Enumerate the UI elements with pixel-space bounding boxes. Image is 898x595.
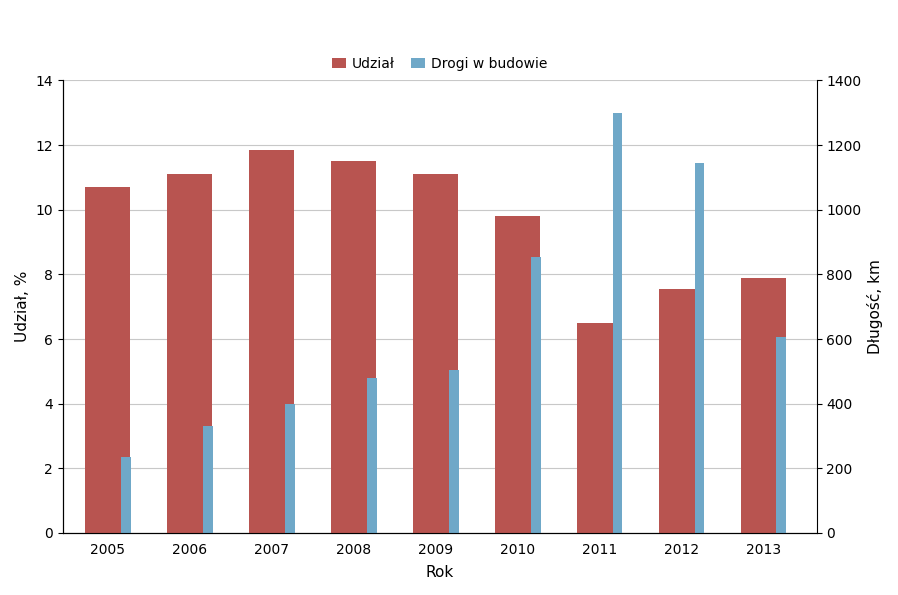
Bar <box>449 369 459 533</box>
Bar <box>250 150 295 533</box>
Bar <box>203 426 213 533</box>
Bar <box>659 289 704 533</box>
Bar <box>413 174 458 533</box>
Bar <box>577 323 622 533</box>
Bar <box>167 174 213 533</box>
Bar <box>777 337 787 533</box>
Bar <box>121 457 131 533</box>
Y-axis label: Udział, %: Udział, % <box>15 271 30 342</box>
Legend: Udział, Drogi w budowie: Udział, Drogi w budowie <box>327 51 552 76</box>
X-axis label: Rok: Rok <box>426 565 453 580</box>
Bar <box>367 378 376 533</box>
Bar <box>694 163 704 533</box>
Bar <box>741 278 786 533</box>
Bar <box>285 403 295 533</box>
Bar <box>495 216 540 533</box>
Bar <box>85 187 130 533</box>
Bar <box>531 256 541 533</box>
Bar <box>612 112 622 533</box>
Y-axis label: Długość, km: Długość, km <box>867 259 883 354</box>
Bar <box>331 161 376 533</box>
